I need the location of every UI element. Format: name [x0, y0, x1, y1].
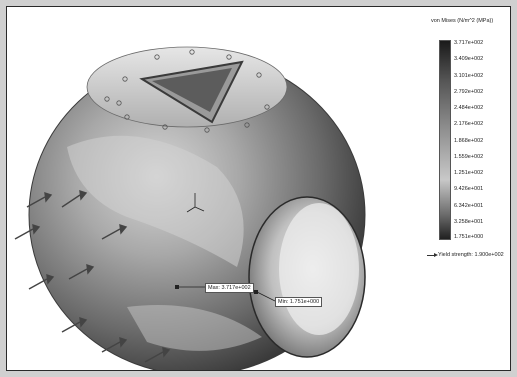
fixture-markers: [104, 49, 270, 133]
legend-tick-labels: 3.717e+002 3.409e+002 3.101e+002 2.792e+…: [454, 40, 510, 240]
yield-strength-arrow-icon: [427, 253, 438, 257]
legend-title: von Mises (N/m^2 (MPa)): [431, 18, 494, 24]
coordinate-triad: [186, 193, 205, 213]
load-arrows: [14, 189, 171, 363]
legend-tick: 3.717e+002: [454, 40, 484, 46]
legend-tick: 9.426e+001: [454, 186, 484, 193]
legend-tick: 2.792e+002: [454, 88, 484, 95]
legend-tick: 3.409e+002: [454, 56, 484, 63]
legend-tick: 2.484e+002: [454, 105, 484, 111]
graphics-viewport[interactable]: von Mises (N/m^2 (MPa)) 3.717e+002 3.409…: [6, 6, 511, 371]
stress-plot-model[interactable]: [7, 7, 511, 371]
legend-color-bar[interactable]: [439, 40, 451, 240]
legend-tick: 3.101e+002: [454, 72, 484, 79]
yield-strength-label: Yield strength: 1.900e+002: [438, 252, 504, 258]
min-probe-leader: [256, 291, 276, 302]
legend-tick: 2.176e+002: [454, 121, 484, 128]
max-stress-probe-label[interactable]: Max: 3.717e+002: [205, 283, 254, 293]
min-stress-probe-label[interactable]: Min: 1.751e+000: [275, 297, 323, 307]
max-probe-marker: [175, 285, 179, 289]
legend-tick: 1.251e+002: [454, 170, 484, 176]
min-probe-marker: [254, 290, 258, 294]
legend-tick: 1.868e+002: [454, 137, 484, 144]
legend-tick: 6.342e+001: [454, 202, 484, 209]
legend-tick: 3.258e+001: [454, 218, 484, 225]
legend-tick: 1.751e+000: [454, 234, 484, 240]
triangular-cutout-inner: [152, 68, 232, 112]
legend-tick: 1.559e+002: [454, 153, 484, 160]
side-hole-inner: [279, 203, 359, 335]
stress-highlight-lower: [127, 305, 262, 351]
stress-highlight: [67, 135, 244, 267]
